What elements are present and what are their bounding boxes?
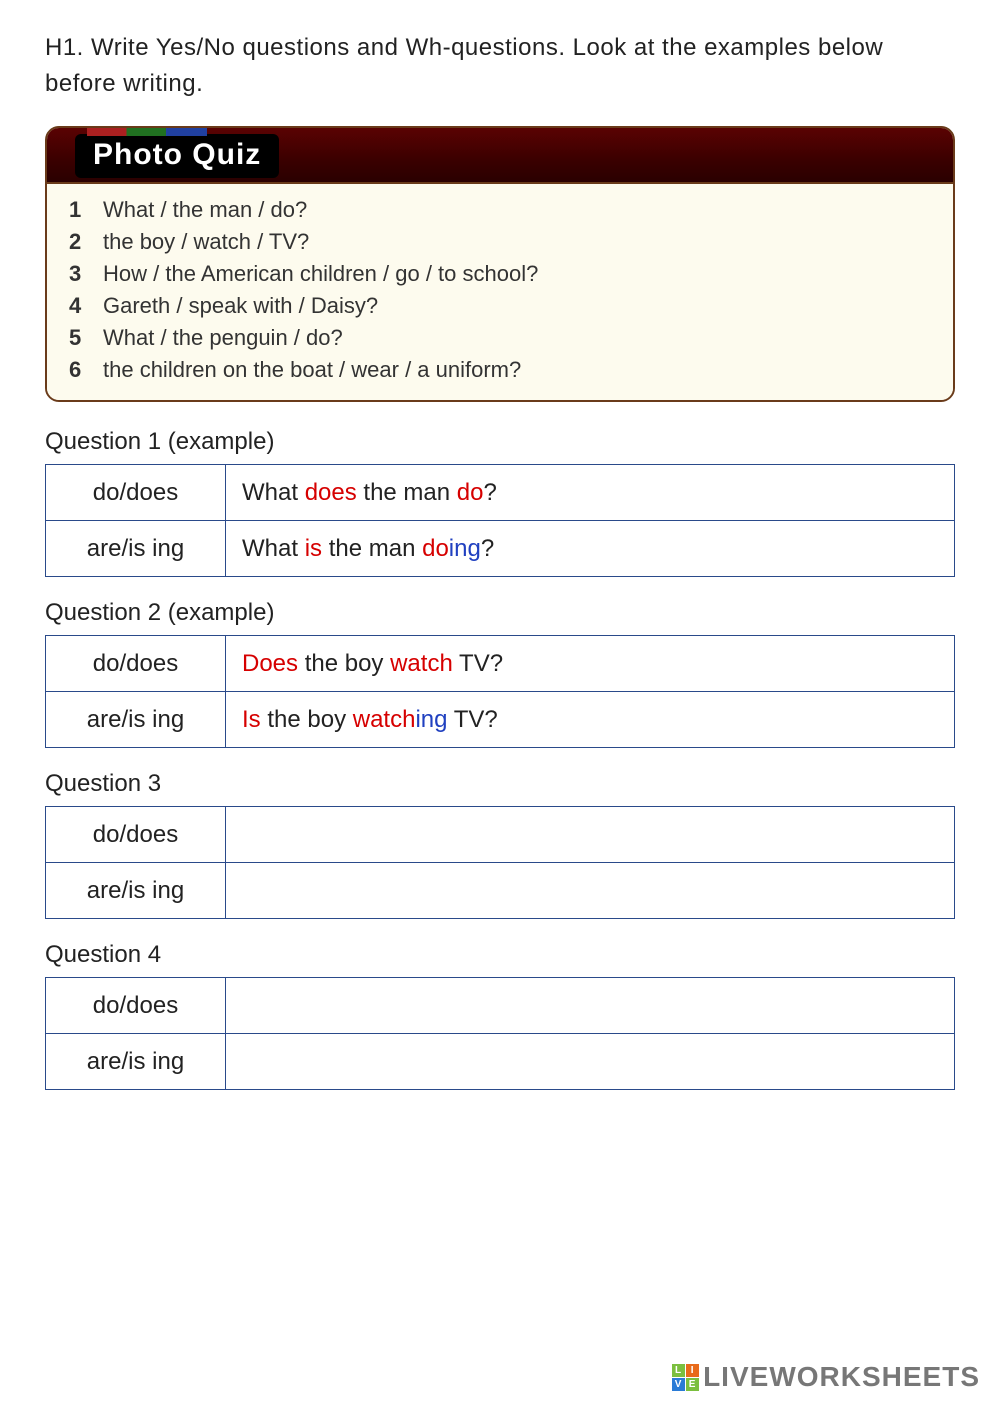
answer-text-part: the man bbox=[357, 479, 457, 506]
answer-text-part: do bbox=[422, 535, 449, 562]
watermark-logo-cell: E bbox=[686, 1378, 699, 1391]
photo-quiz-item-text: the boy / watch / TV? bbox=[103, 229, 309, 255]
table-row: are/is ingIs the boy watching TV? bbox=[46, 692, 955, 748]
answer-text-part: the boy bbox=[261, 706, 353, 733]
watermark-logo-cell: L bbox=[672, 1364, 685, 1377]
question-table: do/doesDoes the boy watch TV?are/is ingI… bbox=[45, 635, 955, 748]
photo-quiz-item: 4 Gareth / speak with / Daisy? bbox=[69, 290, 931, 322]
photo-quiz-item: 6 the children on the boat / wear / a uni… bbox=[69, 354, 931, 386]
questions-container: Question 1 (example)do/doesWhat does the… bbox=[45, 428, 955, 1090]
answer-text-part: What bbox=[242, 535, 305, 562]
answer-cell: Is the boy watching TV? bbox=[226, 692, 955, 748]
answer-text-part: do bbox=[457, 479, 484, 506]
answer-cell: Does the boy watch TV? bbox=[226, 636, 955, 692]
row-label: are/is ing bbox=[46, 692, 226, 748]
photo-quiz-item: 3 How / the American children / go / to s… bbox=[69, 258, 931, 290]
row-label: do/does bbox=[46, 465, 226, 521]
photo-quiz-item-text: the children on the boat / wear / a unif… bbox=[103, 357, 521, 383]
answer-cell: What does the man do? bbox=[226, 465, 955, 521]
answer-text-part: What bbox=[242, 479, 305, 506]
answer-text-part: ing bbox=[449, 535, 481, 562]
watermark-logo-cell: I bbox=[686, 1364, 699, 1377]
row-label: are/is ing bbox=[46, 521, 226, 577]
row-label: do/does bbox=[46, 978, 226, 1034]
question-table: do/doesare/is ing bbox=[45, 977, 955, 1090]
photo-quiz-list: 1 What / the man / do? 2 the boy / watch / … bbox=[47, 184, 953, 400]
row-label: are/is ing bbox=[46, 863, 226, 919]
answer-text-part: watch bbox=[390, 650, 453, 677]
table-row: are/is ing bbox=[46, 1034, 955, 1090]
photo-quiz-box: Photo Quiz 1 What / the man / do? 2 the boy… bbox=[45, 126, 955, 402]
photo-quiz-item-number: 3 bbox=[69, 261, 89, 287]
question-heading: Question 3 bbox=[45, 770, 955, 798]
photo-quiz-item: 2 the boy / watch / TV? bbox=[69, 226, 931, 258]
question-table: do/doesWhat does the man do?are/is ingWh… bbox=[45, 464, 955, 577]
answer-cell[interactable] bbox=[226, 978, 955, 1034]
answer-text-part: TV? bbox=[447, 706, 497, 733]
answer-text-part: ing bbox=[415, 706, 447, 733]
table-row: are/is ingWhat is the man doing? bbox=[46, 521, 955, 577]
answer-text-part: TV? bbox=[453, 650, 503, 677]
watermark-logo: LIVE bbox=[672, 1364, 699, 1391]
row-label: do/does bbox=[46, 807, 226, 863]
photo-quiz-item-text: How / the American children / go / to sc… bbox=[103, 261, 538, 287]
answer-text-part: ? bbox=[481, 535, 494, 562]
instruction-text: H1. Write Yes/No questions and Wh-questi… bbox=[45, 30, 955, 102]
row-label: are/is ing bbox=[46, 1034, 226, 1090]
answer-cell: What is the man doing? bbox=[226, 521, 955, 577]
answer-text-part: does bbox=[305, 479, 357, 506]
answer-cell[interactable] bbox=[226, 863, 955, 919]
answer-cell[interactable] bbox=[226, 807, 955, 863]
photo-quiz-item-text: What / the man / do? bbox=[103, 197, 307, 223]
table-row: are/is ing bbox=[46, 863, 955, 919]
watermark-logo-cell: V bbox=[672, 1378, 685, 1391]
answer-text-part: Is bbox=[242, 706, 261, 733]
watermark: LIVE LIVEWORKSHEETS bbox=[672, 1361, 980, 1393]
answer-text-part: Does bbox=[242, 650, 298, 677]
table-row: do/doesDoes the boy watch TV? bbox=[46, 636, 955, 692]
table-row: do/does bbox=[46, 807, 955, 863]
photo-quiz-item-number: 5 bbox=[69, 325, 89, 351]
photo-quiz-item: 1 What / the man / do? bbox=[69, 194, 931, 226]
question-heading: Question 1 (example) bbox=[45, 428, 955, 456]
photo-quiz-item-number: 4 bbox=[69, 293, 89, 319]
question-heading: Question 4 bbox=[45, 941, 955, 969]
photo-quiz-item: 5 What / the penguin / do? bbox=[69, 322, 931, 354]
photo-quiz-title: Photo Quiz bbox=[75, 134, 279, 178]
photo-quiz-item-number: 6 bbox=[69, 357, 89, 383]
answer-text-part: the boy bbox=[298, 650, 390, 677]
photo-quiz-item-number: 1 bbox=[69, 197, 89, 223]
table-row: do/doesWhat does the man do? bbox=[46, 465, 955, 521]
photo-quiz-item-text: What / the penguin / do? bbox=[103, 325, 343, 351]
answer-text-part: watch bbox=[353, 706, 416, 733]
question-table: do/doesare/is ing bbox=[45, 806, 955, 919]
question-heading: Question 2 (example) bbox=[45, 599, 955, 627]
photo-quiz-item-text: Gareth / speak with / Daisy? bbox=[103, 293, 378, 319]
answer-text-part: the man bbox=[322, 535, 422, 562]
answer-cell[interactable] bbox=[226, 1034, 955, 1090]
watermark-text: LIVEWORKSHEETS bbox=[703, 1361, 980, 1393]
answer-text-part: ? bbox=[484, 479, 497, 506]
table-row: do/does bbox=[46, 978, 955, 1034]
photo-quiz-header: Photo Quiz bbox=[47, 128, 953, 184]
answer-text-part: is bbox=[305, 535, 322, 562]
photo-quiz-item-number: 2 bbox=[69, 229, 89, 255]
row-label: do/does bbox=[46, 636, 226, 692]
